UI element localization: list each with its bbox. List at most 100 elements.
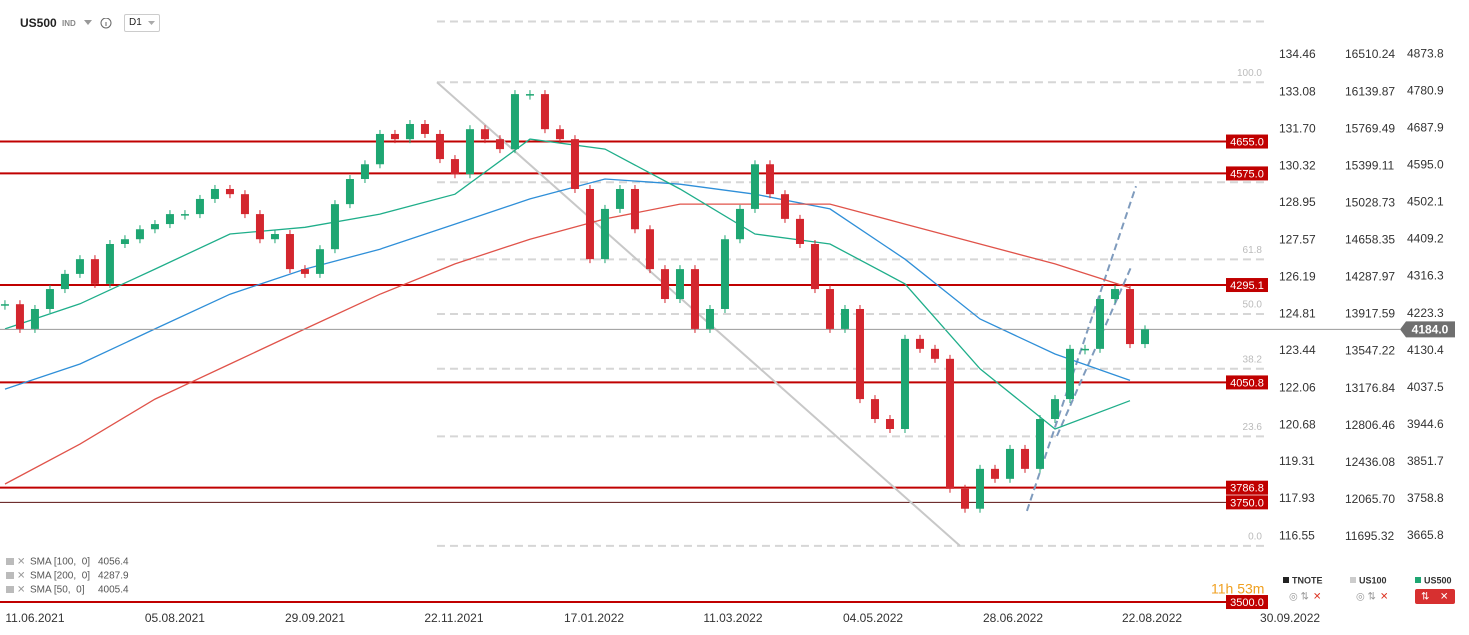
legend-icon[interactable] bbox=[6, 572, 14, 579]
candle bbox=[150, 224, 159, 230]
y-tick-label: 122.06 bbox=[1279, 380, 1316, 394]
candle bbox=[30, 308, 39, 329]
candle bbox=[960, 488, 969, 509]
candle bbox=[840, 308, 849, 329]
y-tick-label: 4409.2 bbox=[1407, 232, 1444, 246]
candle bbox=[795, 218, 804, 244]
timeframe: D1 bbox=[129, 17, 142, 28]
tab-swatch[interactable] bbox=[1350, 577, 1356, 583]
y-tick-label: 15769.49 bbox=[1345, 121, 1395, 135]
y-tick-label: 126.19 bbox=[1279, 269, 1316, 283]
tab-name[interactable]: TNOTE bbox=[1292, 575, 1323, 585]
tab-close[interactable]: ✕ bbox=[1380, 592, 1388, 603]
candle bbox=[825, 289, 834, 329]
candle bbox=[450, 159, 459, 175]
candle bbox=[360, 164, 369, 180]
candle bbox=[525, 94, 534, 96]
tab-name[interactable]: US100 bbox=[1359, 575, 1387, 585]
candle bbox=[975, 468, 984, 509]
tab-swatch[interactable] bbox=[1415, 577, 1421, 583]
y-tick-label: 15028.73 bbox=[1345, 195, 1395, 209]
candle bbox=[390, 133, 399, 140]
candle bbox=[675, 269, 684, 300]
y-tick-label: 4873.8 bbox=[1407, 46, 1444, 60]
level-label: 3786.8 bbox=[1230, 483, 1264, 495]
trendline bbox=[1025, 185, 1137, 512]
candle bbox=[720, 239, 729, 309]
y-tick-label: 4780.9 bbox=[1407, 84, 1444, 98]
candle bbox=[90, 259, 99, 284]
candle bbox=[75, 259, 84, 274]
candle bbox=[540, 94, 549, 130]
candle bbox=[135, 229, 144, 240]
legend-value: 4056.4 bbox=[98, 557, 129, 568]
y-tick-label: 4502.1 bbox=[1407, 195, 1444, 209]
y-tick-label: 124.81 bbox=[1279, 306, 1316, 320]
legend-icon[interactable] bbox=[6, 586, 14, 593]
tab-icons[interactable]: ◎ ⇅ bbox=[1289, 592, 1309, 603]
legend-icon[interactable] bbox=[6, 558, 14, 565]
info-icon[interactable] bbox=[100, 18, 112, 29]
tab-close[interactable]: ✕ bbox=[1313, 592, 1321, 603]
candle bbox=[405, 123, 414, 140]
tab-active[interactable] bbox=[1415, 589, 1455, 604]
candle bbox=[870, 399, 879, 420]
legend-name: SMA [100, 0] bbox=[30, 557, 90, 568]
level-label: 4295.1 bbox=[1230, 280, 1264, 292]
y-tick-label: 3851.7 bbox=[1407, 454, 1444, 468]
level-tag bbox=[1226, 278, 1268, 293]
y-tick-label: 4595.0 bbox=[1407, 158, 1444, 172]
tab-icons[interactable]: ⇅ bbox=[1421, 592, 1429, 603]
y-tick-label: 14658.35 bbox=[1345, 233, 1395, 247]
x-tick-label: 11.03.2022 bbox=[703, 611, 762, 625]
x-tick-label: 29.09.2021 bbox=[285, 611, 345, 625]
candle bbox=[990, 468, 999, 479]
candle bbox=[780, 194, 789, 219]
y-tick-label: 4037.5 bbox=[1407, 380, 1444, 394]
candle bbox=[60, 273, 69, 290]
last-price-tag bbox=[1400, 321, 1455, 338]
candle bbox=[15, 304, 24, 329]
last-price-label: 4184.0 bbox=[1412, 322, 1449, 336]
fib-label: 38.2 bbox=[1243, 354, 1263, 365]
candle bbox=[585, 188, 594, 260]
tab-swatch[interactable] bbox=[1283, 577, 1289, 583]
tab-icons[interactable]: ◎ ⇅ bbox=[1356, 592, 1376, 603]
tab-name[interactable]: US500 bbox=[1424, 575, 1452, 585]
legend-close: ✕ bbox=[17, 585, 25, 596]
candle bbox=[555, 129, 564, 140]
symbol[interactable]: US500 bbox=[20, 16, 57, 30]
candle bbox=[1020, 448, 1029, 469]
dropdown-arrow[interactable] bbox=[84, 20, 92, 25]
legend-value: 4005.4 bbox=[98, 585, 129, 596]
x-tick-label: 17.01.2022 bbox=[564, 611, 624, 625]
y-tick-label: 4316.3 bbox=[1407, 269, 1444, 283]
y-tick-label: 120.68 bbox=[1279, 417, 1316, 431]
legend-close: ✕ bbox=[17, 557, 25, 568]
fib-label: 0.0 bbox=[1248, 531, 1262, 542]
candle bbox=[645, 229, 654, 270]
candle bbox=[330, 204, 339, 250]
x-tick-label: 22.08.2022 bbox=[1122, 611, 1182, 625]
timeframe-select[interactable]: D1 bbox=[124, 14, 160, 32]
candle bbox=[600, 208, 609, 260]
fib-label: 23.6 bbox=[1243, 422, 1263, 433]
y-tick-label: 11695.32 bbox=[1345, 529, 1394, 543]
y-tick-label: 131.70 bbox=[1279, 121, 1316, 135]
candle bbox=[345, 179, 354, 205]
x-tick-label: 05.08.2021 bbox=[145, 611, 205, 625]
y-tick-label: 16139.87 bbox=[1345, 84, 1395, 98]
candle bbox=[1035, 419, 1044, 469]
y-tick-label: 13547.22 bbox=[1345, 344, 1395, 358]
candle bbox=[45, 289, 54, 309]
y-tick-label: 3944.6 bbox=[1407, 417, 1444, 431]
instrument-kind: IND bbox=[62, 19, 76, 28]
candle bbox=[165, 214, 174, 225]
level-tag bbox=[1226, 166, 1268, 181]
y-tick-label: 4130.4 bbox=[1407, 343, 1444, 357]
candle bbox=[240, 194, 249, 215]
tab-close[interactable]: ✕ bbox=[1440, 592, 1448, 603]
y-tick-label: 128.95 bbox=[1279, 195, 1316, 209]
